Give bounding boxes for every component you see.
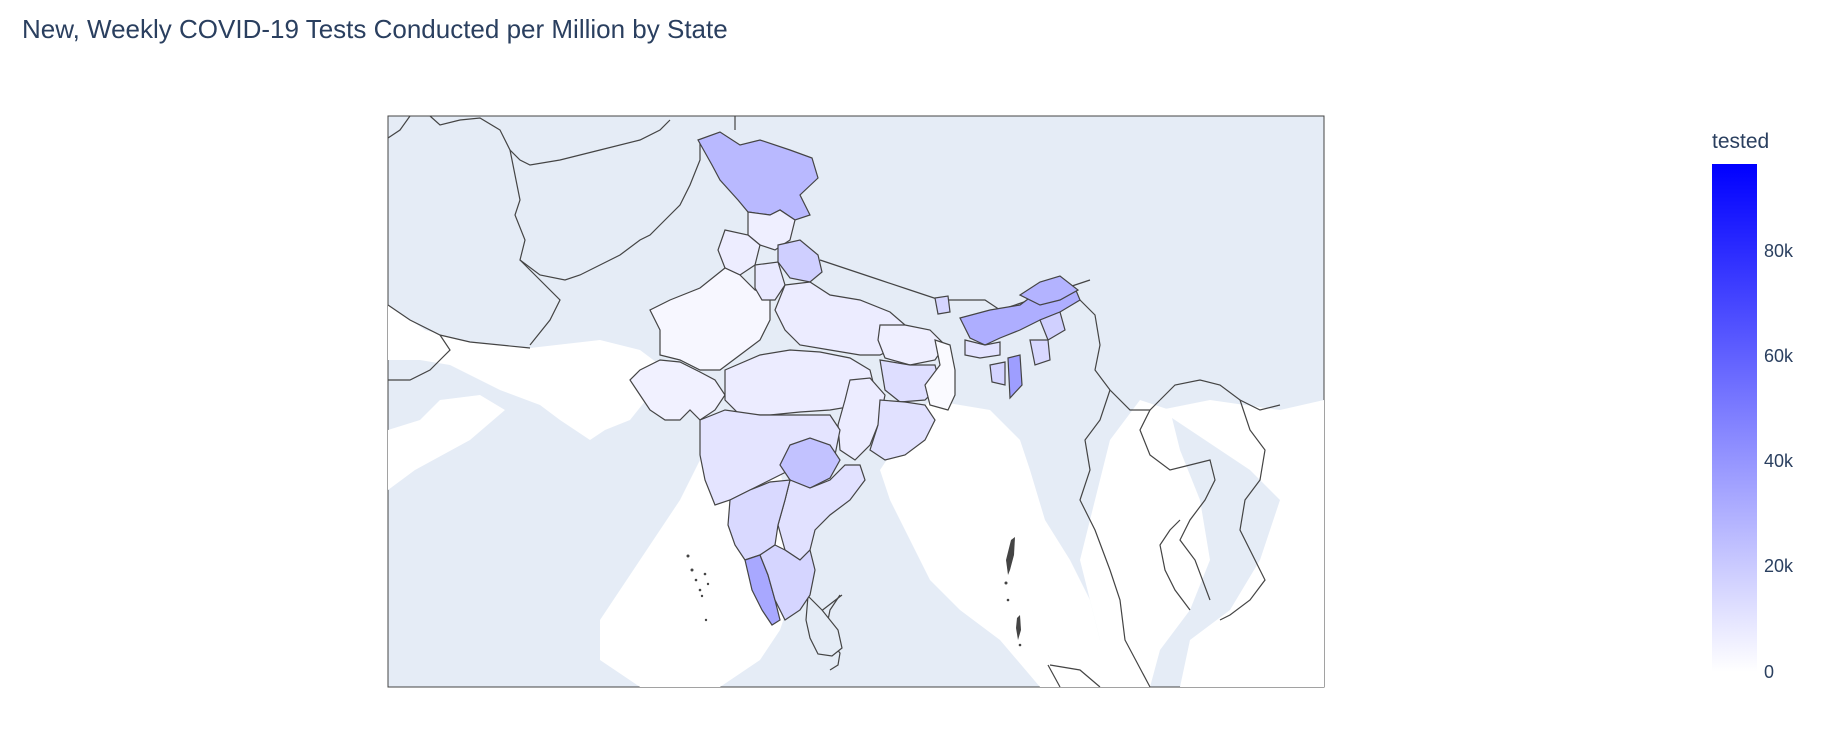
state-rajasthan[interactable] bbox=[649, 267, 771, 371]
colorbar-tick-80k: 80k bbox=[1764, 241, 1794, 261]
state-meghalaya[interactable] bbox=[964, 339, 1001, 359]
colorbar bbox=[1712, 164, 1757, 672]
sea-region bbox=[880, 400, 1130, 687]
state-nagaland[interactable] bbox=[1039, 311, 1066, 341]
colorbar-tick-40k: 40k bbox=[1764, 451, 1794, 471]
state-west-bengal[interactable] bbox=[924, 339, 956, 411]
state-odisha[interactable] bbox=[869, 399, 936, 461]
state-jammu-kashmir[interactable] bbox=[697, 131, 819, 221]
state-arunachal-pradesh[interactable] bbox=[1018, 275, 1080, 306]
state-haryana[interactable] bbox=[754, 261, 786, 301]
state-tripura[interactable] bbox=[989, 361, 1006, 386]
state-andhra-pradesh[interactable] bbox=[777, 464, 866, 561]
colorbar-tick-20k: 20k bbox=[1764, 556, 1794, 576]
state-bihar[interactable] bbox=[877, 324, 946, 366]
colorbar-tick-60k: 60k bbox=[1764, 346, 1794, 366]
country-sri-lanka bbox=[805, 594, 843, 657]
state-uttarakhand[interactable] bbox=[777, 239, 823, 283]
sea-region bbox=[1080, 400, 1210, 687]
state-manipur[interactable] bbox=[1029, 339, 1051, 366]
colorbar-title: tested bbox=[1712, 130, 1770, 153]
state-sikkim[interactable] bbox=[934, 295, 951, 315]
state-mizoram[interactable] bbox=[1007, 354, 1023, 400]
islands bbox=[686, 537, 1022, 647]
state-tamil-nadu[interactable] bbox=[759, 544, 816, 621]
state-chhattisgarh[interactable] bbox=[837, 377, 886, 461]
colorbar-tick-0: 0 bbox=[1764, 662, 1775, 682]
state-telangana[interactable] bbox=[779, 437, 841, 489]
sea-region bbox=[388, 395, 505, 490]
sea-region bbox=[1160, 400, 1324, 687]
state-karnataka[interactable] bbox=[727, 479, 791, 561]
state-regions[interactable] bbox=[629, 131, 1081, 626]
map-title: New, Weekly COVID-19 Tests Conducted per… bbox=[22, 14, 728, 44]
state-punjab[interactable] bbox=[717, 229, 761, 276]
